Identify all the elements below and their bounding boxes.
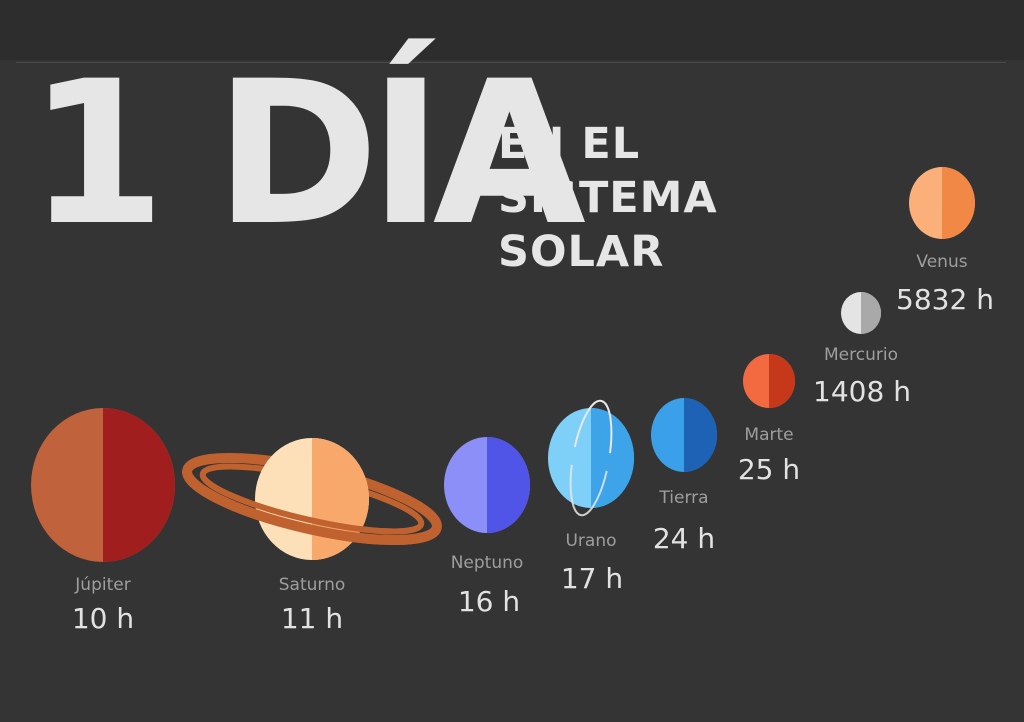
- planet-saturno: [182, 438, 442, 560]
- planet-body-shade: [769, 354, 795, 408]
- planet-body-shade: [684, 398, 717, 472]
- planet-mercurio: [841, 292, 881, 334]
- planet-neptuno: [444, 437, 530, 533]
- planet-hours-mercurio: 1408 h: [813, 375, 911, 408]
- sub-title-line-2: SISTEMA: [498, 173, 718, 223]
- planet-jupiter: [31, 408, 175, 562]
- planet-body-shade: [103, 408, 175, 562]
- planet-body-shade: [942, 167, 975, 239]
- planet-hours-jupiter: 10 h: [71, 602, 135, 635]
- planet-name-saturno: Saturno: [278, 575, 346, 595]
- planet-hours-saturno: 11 h: [280, 602, 344, 635]
- planet-hours-neptuno: 16 h: [457, 585, 521, 618]
- top-frame-band: [0, 0, 1024, 60]
- planet-hours-tierra: 24 h: [652, 522, 716, 555]
- sub-title-line-1: EN EL: [498, 119, 641, 169]
- planet-tierra: [651, 398, 717, 472]
- planet-body-shade: [861, 292, 881, 334]
- planet-name-mercurio: Mercurio: [824, 345, 898, 365]
- planet-name-urano: Urano: [565, 531, 617, 551]
- planet-marte: [743, 354, 795, 408]
- sub-title-line-3: SOLAR: [498, 227, 665, 277]
- planet-name-jupiter: Júpiter: [75, 575, 131, 595]
- planet-name-marte: Marte: [744, 425, 794, 445]
- planet-name-venus: Venus: [916, 252, 968, 272]
- sub-title: EN EL SISTEMA SOLAR: [498, 117, 718, 279]
- planet-body-shade: [487, 437, 530, 533]
- planet-name-tierra: Tierra: [659, 488, 709, 508]
- planet-hours-venus: 5832 h: [896, 283, 994, 316]
- divider-line: [16, 62, 1006, 63]
- main-title: 1 DÍA: [28, 38, 586, 269]
- planet-venus: [909, 167, 975, 239]
- planet-urano: [548, 399, 634, 517]
- planet-name-neptuno: Neptuno: [450, 553, 524, 573]
- planet-body-shade: [591, 408, 634, 508]
- planet-hours-marte: 25 h: [737, 453, 801, 486]
- planet-hours-urano: 17 h: [560, 562, 624, 595]
